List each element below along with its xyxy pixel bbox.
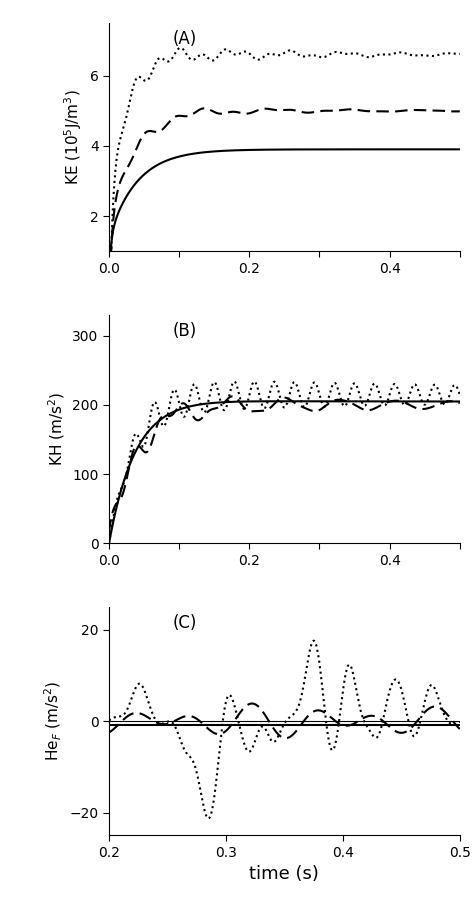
Text: (A): (A): [172, 29, 196, 48]
Y-axis label: KE ($10^5$J/m$^3$): KE ($10^5$J/m$^3$): [63, 89, 84, 185]
Y-axis label: He$_F$ (m/s$^2$): He$_F$ (m/s$^2$): [43, 681, 64, 761]
Text: (B): (B): [172, 322, 196, 340]
Text: (C): (C): [172, 614, 197, 632]
Y-axis label: KH (m/s$^2$): KH (m/s$^2$): [46, 392, 67, 466]
X-axis label: time (s): time (s): [249, 866, 319, 883]
